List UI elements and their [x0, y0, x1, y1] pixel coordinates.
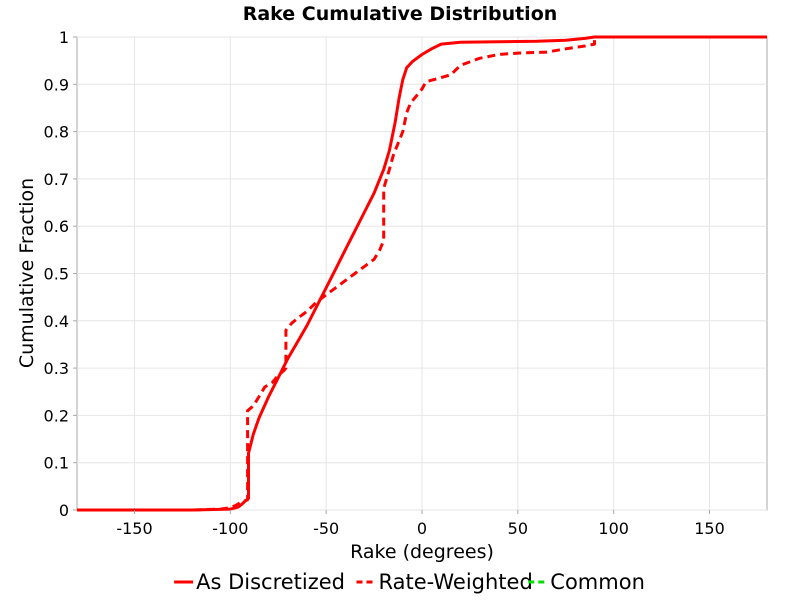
y-tick-label: 0.6: [44, 217, 69, 236]
y-tick-label: 0.1: [44, 454, 69, 473]
chart-title: Rake Cumulative Distribution: [243, 3, 558, 25]
legend-item: Rate-Weighted: [356, 570, 533, 594]
y-tick-label: 1: [59, 28, 69, 47]
x-tick-label: -100: [212, 519, 248, 538]
x-tick-label: 0: [417, 519, 427, 538]
y-tick-label: 0.2: [44, 406, 69, 425]
y-tick-label: 0.3: [44, 359, 69, 378]
x-tick-label: 100: [598, 519, 629, 538]
legend: As Discretized Rate-Weighted Common: [174, 570, 645, 594]
y-axis-label: Cumulative Fraction: [16, 178, 38, 368]
y-tick-label: 0.8: [44, 123, 69, 142]
x-tick-label: 150: [694, 519, 725, 538]
legend-label: Common: [550, 570, 645, 594]
grid-lines: [77, 36, 767, 511]
series-lines: [77, 35, 767, 512]
y-tick-label: 0: [59, 501, 69, 520]
legend-item: Common: [528, 570, 645, 594]
y-tick-label: 0.5: [44, 265, 69, 284]
x-tick-label: -150: [116, 519, 152, 538]
legend-label: Rate-Weighted: [379, 570, 533, 594]
x-tick-label: 50: [508, 519, 528, 538]
legend-label: As Discretized: [196, 570, 345, 594]
y-axis-ticks: 0 0.1 0.2 0.3 0.4 0.5 0.6 0.7 0.8 0.9 1: [44, 28, 77, 520]
y-tick-label: 0.9: [44, 75, 69, 94]
y-tick-label: 0.7: [44, 170, 69, 189]
x-axis-label: Rake (degrees): [350, 541, 494, 563]
x-axis-ticks: -150 -100 -50 0 50 100 150: [116, 510, 725, 538]
series-line-rate-weighted: [77, 35, 767, 512]
legend-item: As Discretized: [174, 570, 345, 594]
x-tick-label: -50: [313, 519, 339, 538]
y-tick-label: 0.4: [44, 312, 69, 331]
